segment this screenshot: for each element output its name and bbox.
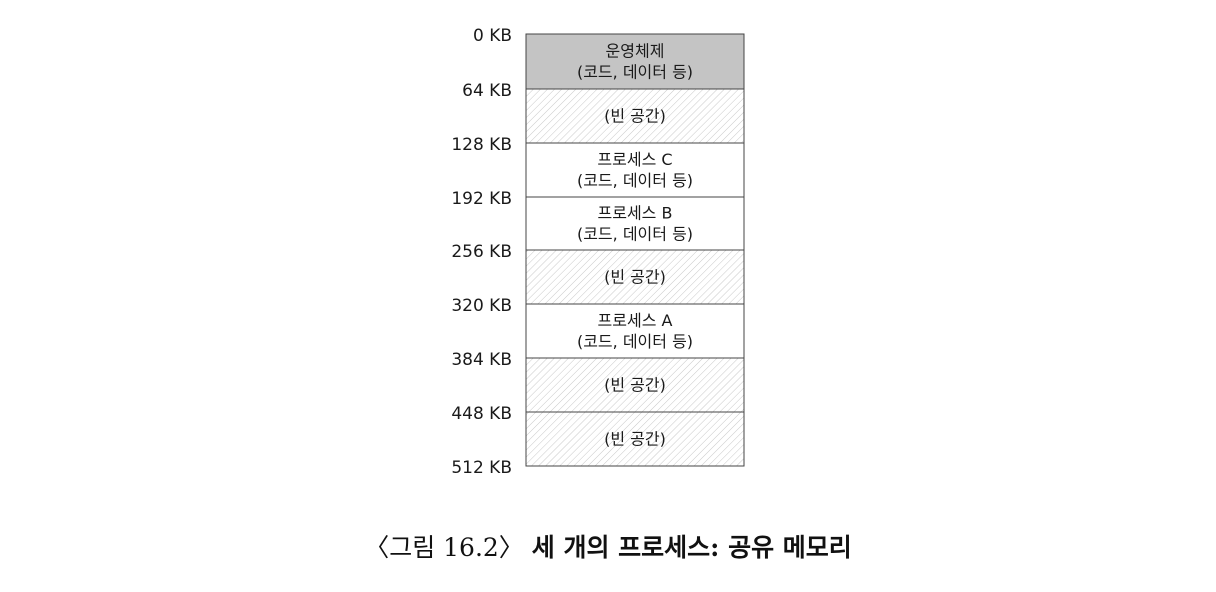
memory-segment-free: (빈 공간) bbox=[525, 357, 745, 413]
segment-label: 프로세스 B bbox=[598, 204, 673, 223]
address-labels: 0 KB 64 KB 128 KB 192 KB 256 KB 320 KB 384 KB 4… bbox=[451, 26, 512, 478]
address-label: 256 KB bbox=[451, 242, 512, 262]
segment-label: 프로세스 A bbox=[598, 311, 673, 330]
segment-label: (빈 공간) bbox=[604, 376, 666, 395]
memory-segment-proc: 프로세스 C (코드, 데이터 등) bbox=[525, 142, 745, 198]
segment-box bbox=[525, 142, 745, 198]
segment-label: (빈 공간) bbox=[604, 107, 666, 126]
segment-label: 운영체제 bbox=[606, 42, 665, 61]
segment-label: (코드, 데이터 등) bbox=[577, 332, 693, 351]
memory-segment-proc: 프로세스 A (코드, 데이터 등) bbox=[525, 303, 745, 359]
caption-label: 〈그림 16.2〉 bbox=[364, 533, 524, 562]
memory-segments: 운영체제(코드, 데이터 등)(빈 공간)프로세스 C(코드, 데이터 등)프로… bbox=[525, 33, 745, 467]
memory-segment-free: (빈 공간) bbox=[525, 411, 745, 467]
segment-box bbox=[525, 249, 745, 305]
memory-segment-free: (빈 공간) bbox=[525, 88, 745, 144]
address-label: 512 KB bbox=[451, 458, 512, 478]
address-label: 384 KB bbox=[451, 350, 512, 370]
segment-box bbox=[525, 88, 745, 144]
memory-layout-diagram: 운영체제(코드, 데이터 등)(빈 공간)프로세스 C(코드, 데이터 등)프로… bbox=[451, 26, 745, 478]
address-label: 192 KB bbox=[451, 189, 512, 209]
segment-label: (코드, 데이터 등) bbox=[577, 171, 693, 190]
address-label: 128 KB bbox=[451, 135, 512, 155]
segment-box bbox=[525, 303, 745, 359]
segment-label: (코드, 데이터 등) bbox=[577, 63, 693, 82]
segment-box bbox=[525, 411, 745, 467]
address-label: 448 KB bbox=[451, 404, 512, 424]
memory-segment-proc: 프로세스 B (코드, 데이터 등) bbox=[525, 196, 745, 251]
segment-label: 프로세스 C bbox=[597, 150, 672, 169]
segment-label: (코드, 데이터 등) bbox=[577, 225, 693, 244]
memory-segment-free: (빈 공간) bbox=[525, 249, 745, 305]
figure-caption: 〈그림 16.2〉 세 개의 프로세스: 공유 메모리 bbox=[0, 528, 1216, 564]
address-label: 320 KB bbox=[451, 296, 512, 316]
memory-segment-os: 운영체제 (코드, 데이터 등) bbox=[525, 33, 745, 90]
address-label: 64 KB bbox=[462, 81, 512, 101]
address-label: 0 KB bbox=[473, 26, 512, 46]
segment-box bbox=[525, 33, 745, 90]
caption-title: 세 개의 프로세스: 공유 메모리 bbox=[531, 533, 852, 562]
segment-box bbox=[525, 196, 745, 251]
segment-label: (빈 공간) bbox=[604, 430, 666, 449]
segment-label: (빈 공간) bbox=[604, 268, 666, 287]
